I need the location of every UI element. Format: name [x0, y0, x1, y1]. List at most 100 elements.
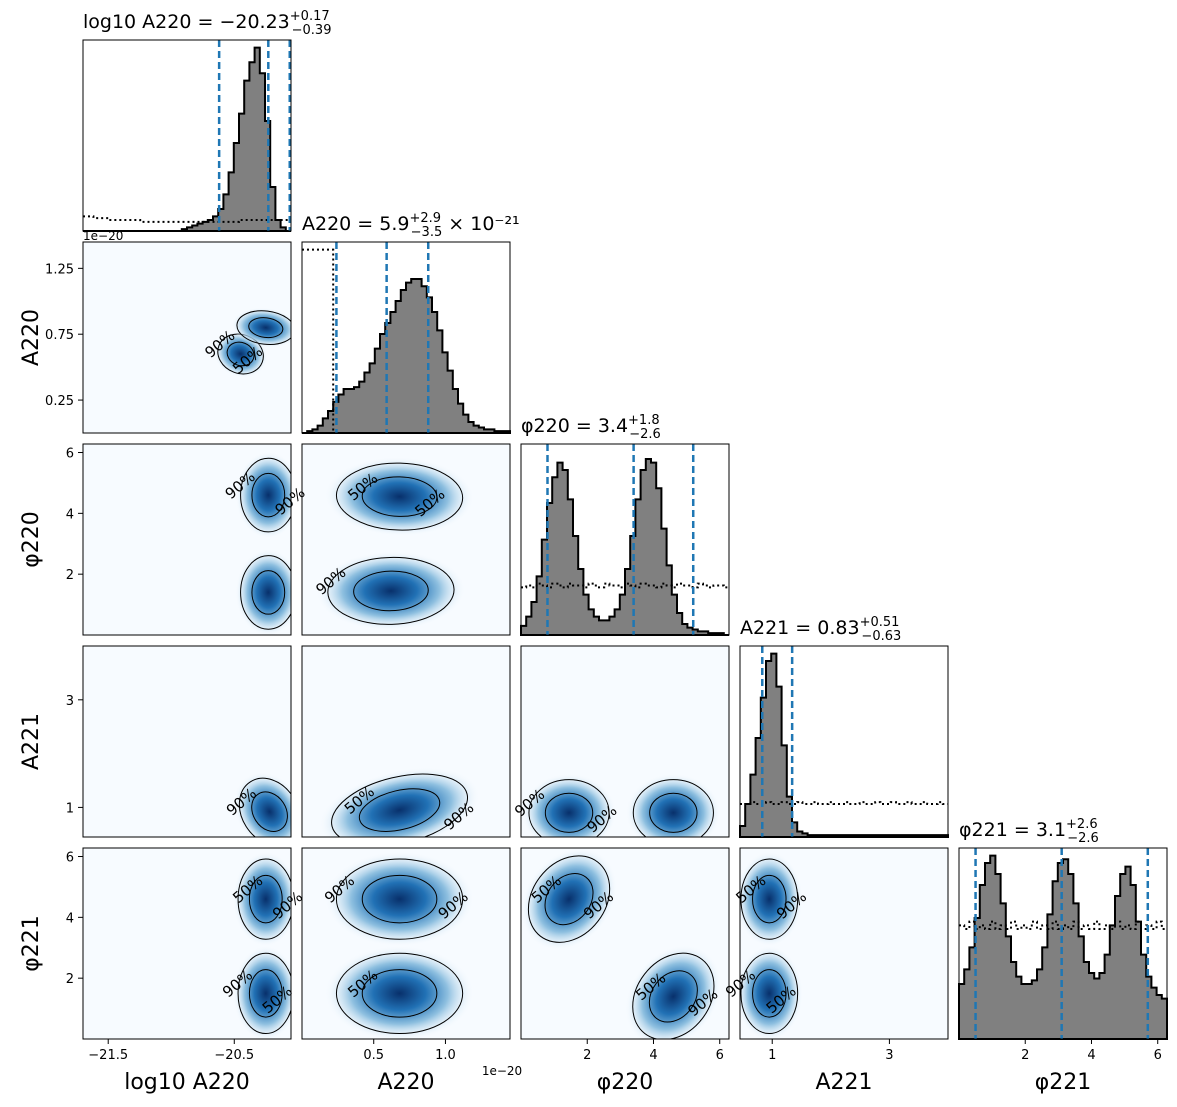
contour-50 — [361, 874, 438, 924]
y-tick-label: 2 — [66, 972, 74, 987]
prior-histogram — [740, 801, 948, 805]
contour-90 — [335, 952, 464, 1035]
y-tick-label: 1.25 — [45, 262, 74, 277]
title-plus: +2.6 — [1066, 817, 1098, 832]
panel-frame — [82, 645, 292, 838]
density-blob — [740, 851, 803, 947]
density-blob — [324, 457, 475, 537]
title-plus: +0.51 — [860, 615, 900, 630]
panel-frame — [82, 39, 292, 232]
title-plus: +1.8 — [628, 413, 660, 428]
x-tick-label: 1.0 — [435, 1048, 456, 1063]
title-minus: −3.5 — [411, 225, 443, 240]
density-mode — [324, 457, 475, 537]
density-blob — [233, 945, 291, 1039]
contour-90 — [331, 773, 469, 837]
panel-frame — [301, 847, 511, 1040]
title-equals: = — [191, 11, 219, 33]
contour-90 — [240, 457, 291, 533]
x-tick-label: 6 — [1154, 1048, 1162, 1063]
contour-90 — [236, 310, 291, 346]
x-tick-label: 3 — [885, 1048, 893, 1063]
title-minus: −2.6 — [629, 427, 661, 442]
contour-50 — [649, 792, 698, 833]
panel-frame — [739, 645, 949, 838]
panel-frame — [739, 847, 949, 1040]
contour-90 — [528, 779, 610, 837]
x-axis-label: A220 — [377, 1070, 434, 1095]
contour-50 — [251, 570, 286, 615]
contour-90 — [240, 555, 291, 630]
y-tick-label: 4 — [66, 507, 74, 522]
title-median: −20.23 — [219, 11, 289, 33]
contour-90 — [527, 855, 611, 943]
title-plus: +0.17 — [290, 9, 330, 24]
density-panel-1-0 — [83, 242, 291, 433]
density-mode — [625, 945, 722, 1039]
density-blob — [235, 548, 291, 635]
density-mode — [521, 773, 617, 837]
y-tick-label: 0.25 — [45, 394, 74, 409]
posterior-histogram — [958, 854, 1168, 1040]
panel-title: A221 = 0.83+0.51 −0.63 — [740, 615, 901, 644]
x-tick-label: 6 — [716, 1048, 724, 1063]
density-blob — [316, 551, 466, 631]
density-blob — [324, 851, 475, 947]
density-blob — [233, 851, 291, 947]
density-mode — [626, 773, 721, 837]
panel-title: A220 = 5.9+2.9 −3.5 × 10⁻²¹ — [302, 211, 520, 240]
contour-50 — [251, 472, 286, 518]
panel-frame — [520, 645, 730, 838]
density-blob — [521, 773, 617, 837]
panel-frame — [82, 241, 292, 434]
density-panel-2-0 — [83, 444, 291, 635]
x-tick-label: 2 — [583, 1048, 591, 1063]
panel-frame — [301, 443, 511, 636]
contour-50 — [248, 969, 283, 1018]
x-tick-label: −20.5 — [214, 1048, 254, 1063]
title-median: 0.83 — [817, 617, 859, 639]
density-mode — [235, 451, 291, 539]
contour-90 — [632, 779, 714, 837]
contour-50 — [248, 874, 283, 924]
y-axis-label: φ221 — [19, 915, 44, 972]
density-blob — [521, 848, 618, 951]
contour-50 — [648, 970, 698, 1023]
density-mode — [231, 307, 291, 348]
density-mode — [521, 848, 618, 951]
y-tick-label: 6 — [66, 851, 74, 866]
title-minus: −0.39 — [292, 23, 332, 38]
contour-50 — [251, 791, 288, 832]
contour-50 — [361, 476, 438, 517]
prior-histogram — [521, 582, 729, 589]
contour-90 — [335, 858, 464, 940]
x-tick-label: −21.5 — [88, 1048, 128, 1063]
title-equals: = — [789, 617, 817, 639]
density-panel-3-1 — [302, 646, 510, 837]
title-median: 3.4 — [598, 415, 628, 437]
density-blob — [235, 451, 291, 539]
panel-title: log10 A220 = −20.23+0.17 −0.39 — [83, 9, 331, 38]
density-mode — [235, 548, 291, 635]
density-blob — [740, 945, 803, 1039]
prior-histogram — [83, 215, 291, 223]
title-equals: = — [351, 213, 379, 235]
contour-50 — [361, 969, 438, 1018]
density-panel-3-2 — [521, 646, 729, 837]
contour-90 — [335, 462, 464, 531]
x-tick-label: 4 — [649, 1048, 657, 1063]
contour-90 — [632, 952, 715, 1039]
title-symbol: A220 — [302, 213, 351, 235]
density-mode — [316, 551, 466, 631]
density-panel-3-0 — [83, 646, 291, 837]
y-tick-label: 3 — [66, 694, 74, 709]
y-axis-label: A220 — [19, 309, 44, 366]
density-blob — [625, 945, 722, 1039]
histogram-logA220 — [82, 39, 292, 232]
contour-90 — [238, 777, 291, 837]
y-tick-label: 0.75 — [45, 328, 74, 343]
panel-title: φ221 = 3.1+2.6 −2.6 — [959, 817, 1099, 846]
x-tick-label: 0.5 — [363, 1048, 384, 1063]
contour-50 — [353, 570, 429, 612]
